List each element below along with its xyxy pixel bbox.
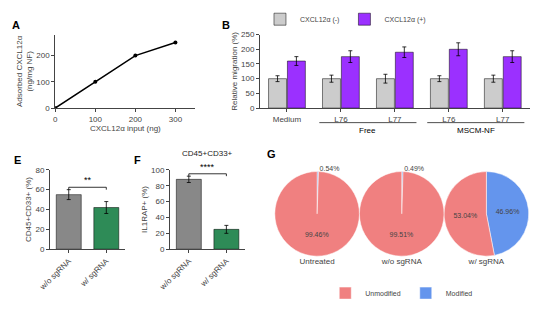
svg-text:40: 40 — [156, 213, 165, 222]
svg-text:0: 0 — [45, 104, 50, 113]
svg-text:60: 60 — [156, 197, 165, 206]
svg-text:40: 40 — [35, 205, 44, 214]
svg-text:99.51%: 99.51% — [390, 231, 414, 238]
svg-text:Unmodified: Unmodified — [365, 290, 401, 297]
svg-text:E: E — [14, 154, 21, 166]
svg-text:w/o sgRNA: w/o sgRNA — [158, 256, 194, 292]
svg-text:Untreated: Untreated — [300, 257, 335, 266]
svg-text:80: 80 — [156, 182, 165, 191]
svg-text:CD45+CD33+ (%): CD45+CD33+ (%) — [24, 177, 33, 242]
svg-text:20: 20 — [156, 229, 165, 238]
svg-text:L76: L76 — [442, 115, 456, 124]
svg-text:CXCL12α (-): CXCL12α (-) — [300, 16, 339, 24]
svg-text:99.46%: 99.46% — [305, 231, 329, 238]
svg-text:46.96%: 46.96% — [496, 208, 520, 215]
svg-text:L77: L77 — [496, 115, 510, 124]
svg-text:Relative migration (%): Relative migration (%) — [230, 32, 239, 111]
svg-text:50: 50 — [245, 89, 254, 98]
svg-text:100: 100 — [36, 78, 50, 87]
svg-text:B: B — [222, 19, 230, 31]
svg-text:L76: L76 — [334, 115, 348, 124]
svg-text:0: 0 — [250, 104, 255, 113]
svg-text:250: 250 — [241, 30, 255, 39]
svg-text:F: F — [134, 154, 141, 166]
svg-text:w/ sgRNA: w/ sgRNA — [198, 256, 231, 289]
svg-text:0: 0 — [53, 115, 58, 124]
svg-text:w/ sgRNA: w/ sgRNA — [468, 257, 505, 266]
svg-text:60: 60 — [35, 185, 44, 194]
svg-text:L77: L77 — [388, 115, 402, 124]
svg-text:300: 300 — [169, 115, 183, 124]
svg-text:Adsorbed CXCL12α(ng/mg NF): Adsorbed CXCL12α(ng/mg NF) — [15, 35, 34, 107]
svg-text:w/ sgRNA: w/ sgRNA — [78, 256, 111, 289]
svg-text:53.04%: 53.04% — [453, 212, 477, 219]
svg-text:20: 20 — [35, 225, 44, 234]
svg-text:0: 0 — [160, 245, 165, 254]
svg-text:CXCL12α (+): CXCL12α (+) — [384, 16, 425, 24]
svg-text:100: 100 — [241, 74, 255, 83]
svg-text:A: A — [12, 19, 20, 31]
svg-text:Free: Free — [359, 126, 376, 135]
svg-text:200: 200 — [241, 45, 255, 54]
svg-text:Medium: Medium — [273, 115, 302, 124]
svg-text:200: 200 — [129, 115, 143, 124]
svg-text:****: **** — [200, 162, 215, 172]
svg-text:IL1RAP+ (%): IL1RAP+ (%) — [140, 186, 149, 233]
svg-text:200: 200 — [36, 51, 50, 60]
svg-text:100: 100 — [151, 166, 165, 175]
svg-text:MSCM-NF: MSCM-NF — [457, 126, 495, 135]
svg-text:80: 80 — [35, 166, 44, 175]
svg-text:0.49%: 0.49% — [404, 165, 424, 172]
svg-text:w/o sgRNA: w/o sgRNA — [381, 257, 423, 266]
svg-text:w/o sgRNA: w/o sgRNA — [38, 256, 74, 292]
svg-text:Modified: Modified — [446, 290, 473, 297]
svg-text:0: 0 — [40, 245, 45, 254]
svg-text:**: ** — [84, 175, 92, 185]
svg-text:G: G — [267, 148, 276, 160]
svg-text:CXCL12α input (ng): CXCL12α input (ng) — [90, 124, 161, 133]
svg-text:150: 150 — [241, 60, 255, 69]
svg-text:CD45+CD33+: CD45+CD33+ — [182, 149, 233, 158]
svg-text:0.54%: 0.54% — [320, 165, 340, 172]
svg-text:100: 100 — [89, 115, 103, 124]
